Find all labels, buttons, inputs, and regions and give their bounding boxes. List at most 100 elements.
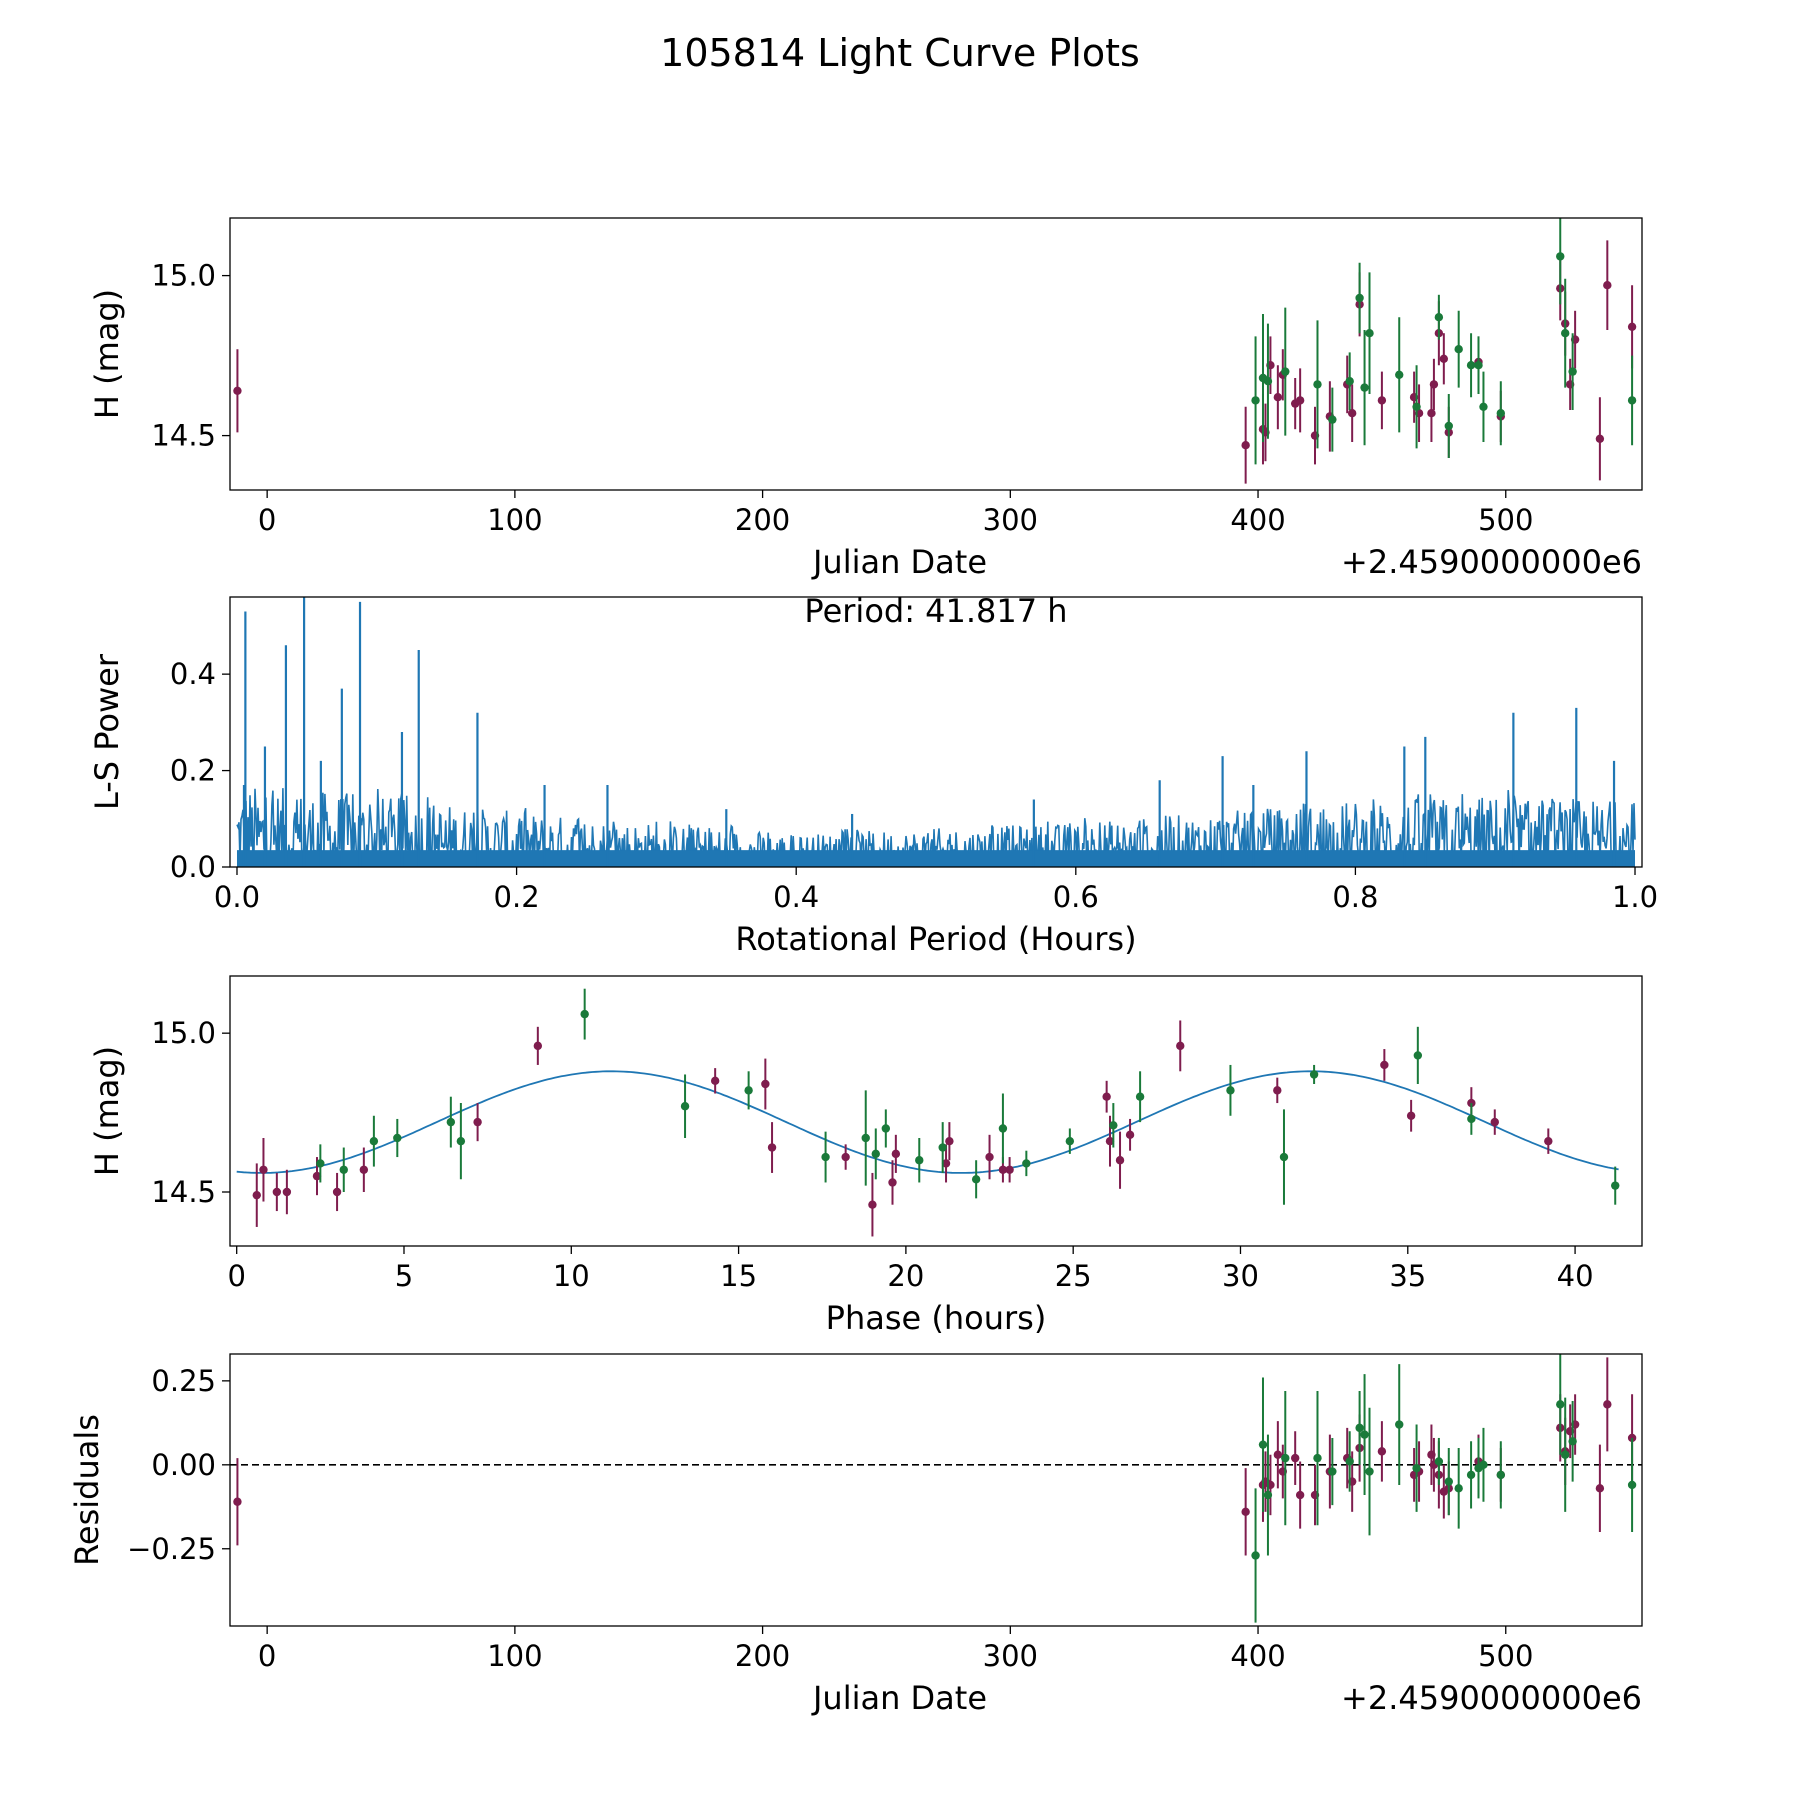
data-point — [1295, 1490, 1305, 1500]
plot-area — [233, 218, 1637, 484]
periodogram-line — [236, 788, 1636, 867]
data-point — [1556, 252, 1565, 261]
data-point — [233, 386, 242, 395]
x-tick-label: 0.4 — [773, 880, 819, 914]
data-point — [1102, 1092, 1111, 1101]
data-point — [1226, 1086, 1235, 1095]
x-tick-label: 200 — [735, 503, 790, 537]
data-point — [1466, 361, 1476, 370]
data-point — [1377, 396, 1387, 405]
panel-residuals: 0 100 200 300 400 500 0.25 0.00 −0.25 Julian Date… — [68, 1353, 1643, 1717]
data-point — [998, 1124, 1008, 1133]
data-point — [1005, 1165, 1014, 1174]
data-point — [1328, 415, 1337, 424]
y-tick-label: 0.4 — [170, 657, 216, 691]
x-tick-label: 10 — [553, 1259, 590, 1293]
y-axis-label: L-S Power — [88, 653, 126, 810]
y-tick-label: 0.25 — [151, 1364, 216, 1398]
y-axis-label: H (mag) — [88, 289, 126, 419]
data-point — [456, 1136, 466, 1146]
data-point — [1355, 293, 1364, 303]
x-tick-label: 35 — [1389, 1259, 1426, 1293]
data-point — [1347, 409, 1357, 418]
data-point — [1627, 396, 1637, 405]
data-point — [1595, 1484, 1605, 1493]
data-point — [1365, 1467, 1374, 1476]
data-point — [1561, 1450, 1570, 1459]
x-tick-label: 200 — [735, 1639, 790, 1673]
data-point — [1568, 367, 1577, 376]
y-tick-label: 0.00 — [151, 1448, 216, 1482]
x-axis-label: Julian Date — [811, 543, 987, 581]
y-tick-label: −0.25 — [127, 1532, 216, 1566]
panel-raw: 0 100 200 300 400 500 14.5 15.0 Julian Date H (ma… — [88, 217, 1643, 581]
data-point — [1295, 396, 1305, 405]
data-point — [1479, 1460, 1488, 1470]
data-point — [580, 1009, 589, 1019]
data-point — [1454, 345, 1463, 354]
data-point — [1496, 1470, 1506, 1480]
data-point — [282, 1187, 292, 1197]
data-point — [233, 1497, 242, 1506]
data-point — [1434, 313, 1444, 322]
data-point — [1444, 1477, 1453, 1486]
y-axis-label: Residuals — [68, 1414, 106, 1566]
data-point — [1427, 409, 1436, 418]
data-point — [1434, 1457, 1444, 1466]
data-point — [1413, 1051, 1423, 1060]
data-point — [272, 1187, 282, 1197]
x-tick-label: 500 — [1478, 503, 1533, 537]
data-point — [1251, 1551, 1260, 1560]
data-point — [680, 1102, 690, 1111]
data-point — [1328, 1467, 1337, 1476]
data-point — [1313, 1453, 1322, 1463]
data-point — [259, 1165, 268, 1174]
data-point — [1479, 402, 1488, 411]
x-tick-label: 100 — [487, 1639, 542, 1673]
plot-area — [236, 988, 1620, 1237]
x-offset-label: +2.4590000000e6 — [1341, 1679, 1642, 1717]
x-axis-label: Rotational Period (Hours) — [735, 920, 1136, 958]
data-point — [1241, 441, 1250, 450]
x-axis-label: Phase (hours) — [826, 1299, 1047, 1337]
data-point — [533, 1041, 543, 1051]
data-point — [1360, 383, 1369, 392]
data-point — [1115, 1156, 1125, 1165]
x-tick-label: 0.8 — [1332, 880, 1378, 914]
data-point — [1627, 1480, 1637, 1490]
axes-frame — [229, 1353, 1643, 1627]
plot-area — [230, 1354, 1642, 1623]
data-point — [1466, 1470, 1476, 1480]
data-point — [1251, 396, 1260, 405]
x-tick-label: 15 — [720, 1259, 757, 1293]
data-point — [359, 1165, 369, 1174]
data-point — [1365, 329, 1374, 338]
figure-title: 105814 Light Curve Plots — [660, 31, 1140, 75]
data-point — [1135, 1092, 1145, 1101]
data-point — [1273, 393, 1283, 402]
data-point — [941, 1159, 951, 1168]
data-point — [841, 1152, 850, 1162]
x-tick-label: 500 — [1478, 1639, 1533, 1673]
data-point — [1125, 1130, 1135, 1140]
data-point — [339, 1165, 348, 1174]
data-point — [1603, 1400, 1612, 1409]
y-tick-label: 15.0 — [151, 259, 216, 293]
x-tick-label: 0.6 — [1053, 880, 1099, 914]
data-point — [446, 1117, 456, 1127]
axes-frame — [229, 217, 1643, 491]
x-tick-label: 400 — [1230, 503, 1285, 537]
x-tick-label: 25 — [1055, 1259, 1092, 1293]
data-point — [1279, 1152, 1289, 1162]
x-tick-label: 0 — [258, 1639, 276, 1673]
data-point — [1345, 1457, 1354, 1466]
data-point — [868, 1200, 877, 1209]
data-point — [1556, 1400, 1565, 1409]
data-point — [1065, 1136, 1075, 1146]
data-point — [1406, 1111, 1416, 1120]
data-point — [1176, 1041, 1185, 1051]
data-point — [1429, 380, 1439, 389]
data-point — [971, 1175, 981, 1184]
data-point — [1627, 322, 1637, 331]
x-tick-label: 20 — [887, 1259, 924, 1293]
